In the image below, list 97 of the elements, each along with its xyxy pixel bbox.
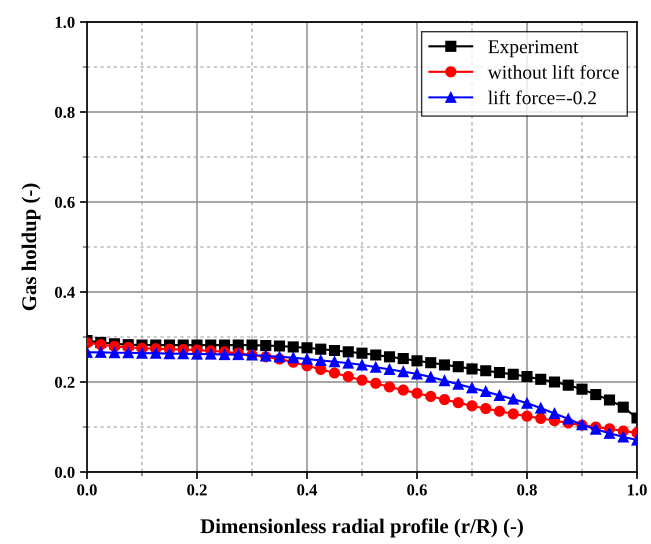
point bbox=[508, 394, 519, 405]
point bbox=[438, 359, 450, 370]
point bbox=[288, 341, 299, 352]
point bbox=[218, 348, 230, 360]
point bbox=[466, 363, 478, 375]
point bbox=[521, 398, 533, 409]
point bbox=[452, 361, 464, 372]
point bbox=[246, 340, 258, 351]
point bbox=[122, 347, 134, 358]
point bbox=[576, 384, 588, 395]
legend-label: lift force=-0.2 bbox=[488, 90, 596, 104]
point bbox=[384, 364, 396, 375]
point bbox=[260, 340, 272, 352]
point bbox=[108, 347, 120, 358]
x-tick-label: 0.8 bbox=[517, 484, 537, 496]
point bbox=[356, 374, 368, 386]
legend-label: Experiment bbox=[488, 40, 578, 58]
point bbox=[342, 358, 354, 369]
point bbox=[425, 357, 436, 368]
point bbox=[562, 380, 574, 391]
point bbox=[521, 410, 533, 422]
point bbox=[328, 356, 340, 368]
point bbox=[150, 348, 162, 359]
point bbox=[480, 365, 492, 376]
point bbox=[301, 342, 313, 354]
point bbox=[521, 371, 533, 382]
point bbox=[452, 378, 464, 390]
point bbox=[480, 402, 492, 414]
point bbox=[398, 384, 409, 396]
y-tick-label: 0.0 bbox=[54, 466, 75, 478]
point bbox=[370, 349, 382, 361]
point bbox=[398, 366, 409, 378]
point bbox=[342, 346, 354, 358]
point bbox=[370, 378, 382, 389]
point bbox=[494, 366, 506, 378]
point bbox=[328, 367, 340, 379]
point bbox=[604, 428, 616, 439]
point bbox=[452, 397, 464, 408]
point bbox=[274, 340, 286, 352]
point bbox=[590, 389, 602, 400]
point bbox=[508, 408, 519, 420]
x-tick-label: 1.0 bbox=[628, 484, 647, 496]
point bbox=[328, 344, 340, 356]
point bbox=[535, 374, 546, 385]
point bbox=[535, 402, 546, 414]
point bbox=[494, 390, 506, 402]
point bbox=[508, 368, 519, 380]
point bbox=[95, 346, 106, 358]
point bbox=[315, 344, 326, 355]
point bbox=[301, 353, 313, 365]
y-tick-label: 0.4 bbox=[54, 286, 75, 298]
point bbox=[288, 352, 299, 364]
y-tick-label: 0.8 bbox=[54, 106, 75, 118]
point bbox=[604, 394, 616, 406]
point bbox=[494, 406, 506, 417]
x-tick-label: 0.6 bbox=[407, 484, 427, 496]
x-tick-label: 0.4 bbox=[297, 484, 318, 496]
x-tick-label: 0.2 bbox=[187, 484, 207, 496]
y-axis-title: Gas holdup (-) bbox=[22, 184, 40, 310]
point bbox=[425, 371, 436, 383]
point bbox=[548, 408, 560, 420]
point bbox=[191, 348, 203, 360]
y-tick-label: 0.6 bbox=[54, 196, 75, 208]
point bbox=[466, 382, 478, 394]
point bbox=[178, 348, 189, 360]
point bbox=[384, 381, 396, 393]
point bbox=[274, 351, 286, 362]
point bbox=[548, 376, 560, 388]
point bbox=[618, 402, 629, 413]
point bbox=[136, 348, 148, 359]
legend-label: without lift force bbox=[488, 64, 619, 79]
y-tick-label: 1.0 bbox=[56, 16, 75, 28]
point bbox=[562, 413, 574, 424]
point bbox=[535, 412, 546, 424]
point bbox=[411, 368, 423, 380]
point bbox=[411, 355, 423, 366]
point bbox=[398, 353, 409, 364]
point bbox=[590, 424, 602, 435]
point bbox=[438, 394, 450, 406]
point bbox=[356, 359, 368, 370]
point bbox=[205, 348, 216, 360]
point bbox=[466, 400, 478, 412]
point bbox=[342, 371, 354, 382]
y-tick-label: 0.2 bbox=[54, 376, 74, 388]
point bbox=[411, 388, 423, 399]
point bbox=[95, 339, 106, 350]
point bbox=[370, 362, 382, 373]
point bbox=[480, 386, 492, 398]
point bbox=[425, 390, 436, 402]
point bbox=[164, 348, 176, 360]
point bbox=[438, 375, 450, 386]
point bbox=[618, 431, 629, 442]
x-tick-label: 0.0 bbox=[77, 484, 97, 496]
point bbox=[356, 348, 368, 359]
x-axis-title: Dimensionless radial profile (r/R) (-) bbox=[200, 518, 523, 538]
point bbox=[315, 354, 326, 366]
point bbox=[384, 351, 396, 362]
